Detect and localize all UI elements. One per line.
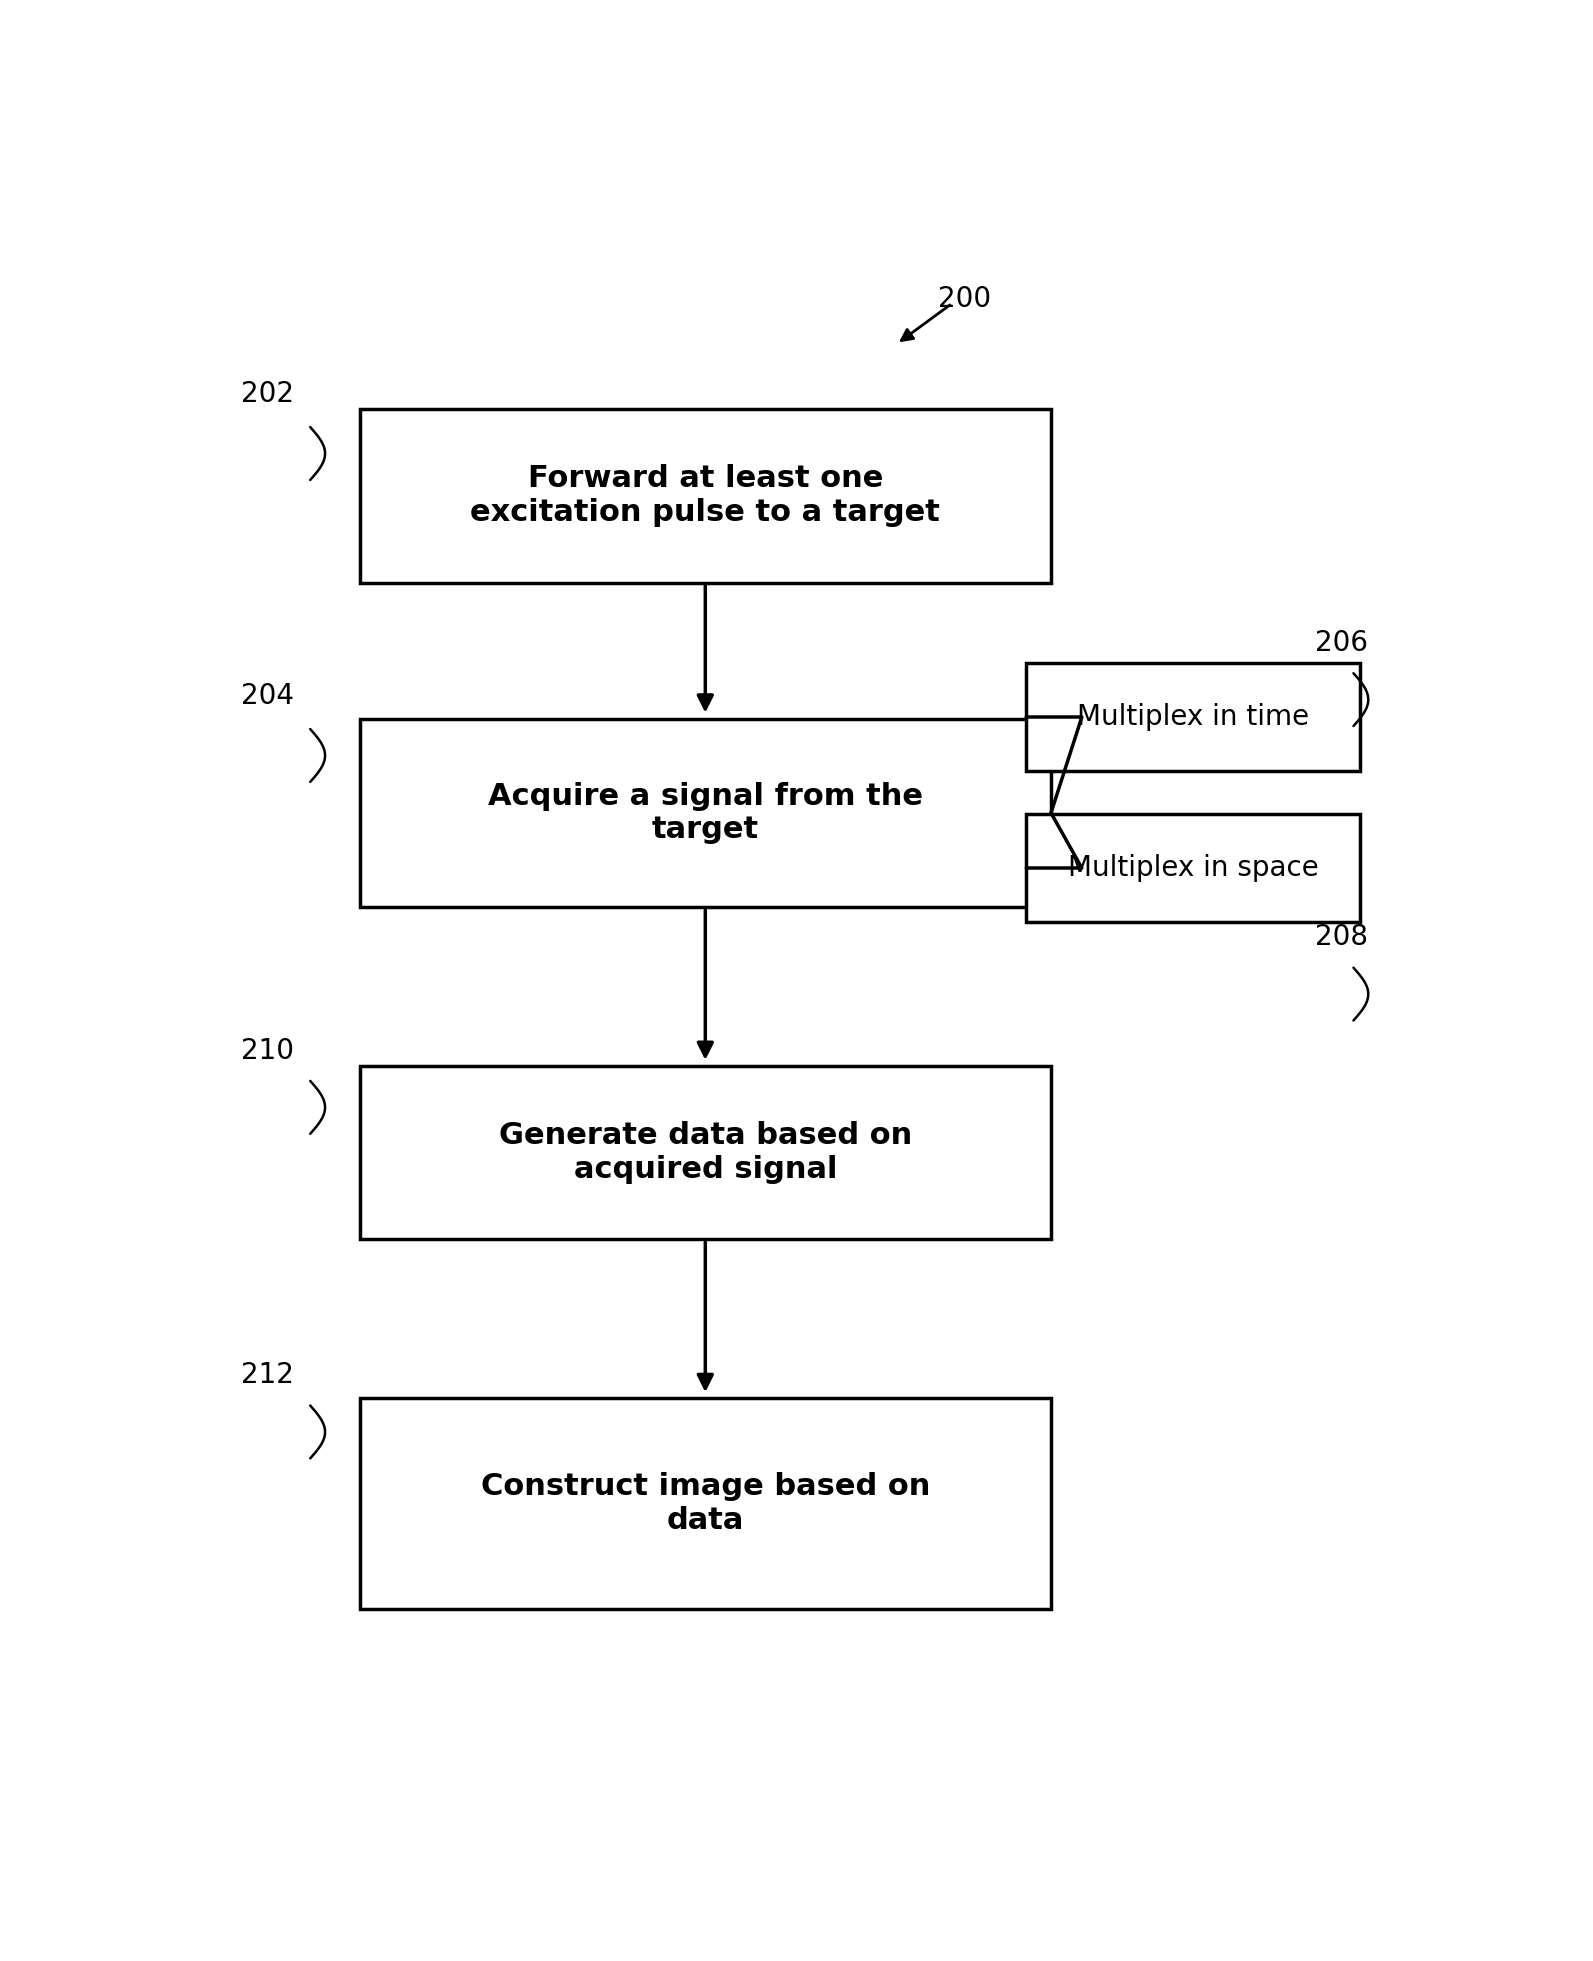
Text: Multiplex in time: Multiplex in time xyxy=(1077,702,1309,731)
Text: Acquire a signal from the
target: Acquire a signal from the target xyxy=(487,782,922,843)
Text: 200: 200 xyxy=(938,284,991,312)
Bar xyxy=(360,410,1051,582)
Text: Multiplex in space: Multiplex in space xyxy=(1067,853,1319,882)
Bar xyxy=(360,1398,1051,1610)
Text: Construct image based on
data: Construct image based on data xyxy=(481,1473,930,1535)
Text: 204: 204 xyxy=(241,682,293,710)
Text: 208: 208 xyxy=(1314,924,1368,951)
Text: Generate data based on
acquired signal: Generate data based on acquired signal xyxy=(499,1122,911,1184)
Bar xyxy=(1026,814,1360,922)
Text: Forward at least one
excitation pulse to a target: Forward at least one excitation pulse to… xyxy=(470,465,940,528)
Bar xyxy=(360,718,1051,908)
Text: 212: 212 xyxy=(241,1361,293,1388)
Bar xyxy=(360,1067,1051,1239)
Text: 202: 202 xyxy=(241,380,293,408)
Text: 206: 206 xyxy=(1314,629,1368,657)
Bar xyxy=(1026,663,1360,771)
Text: 210: 210 xyxy=(241,1037,293,1065)
